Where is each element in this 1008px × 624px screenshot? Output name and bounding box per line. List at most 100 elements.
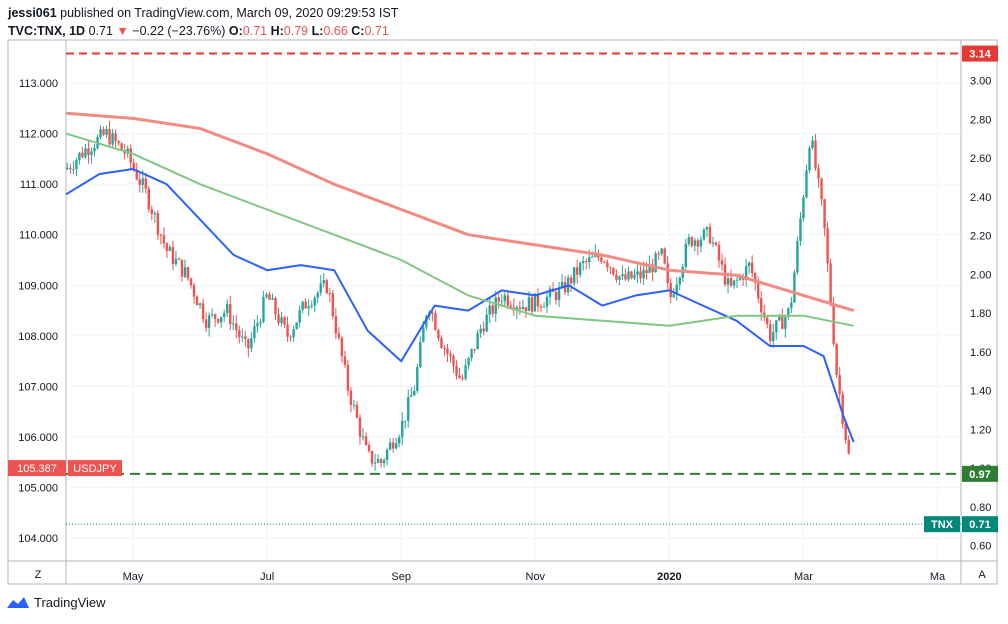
- candle-body: [370, 450, 374, 464]
- high-label: H:: [270, 24, 284, 38]
- candle-body: [666, 263, 669, 284]
- candle-body: [841, 394, 844, 424]
- candle-body: [93, 147, 96, 152]
- candle-body: [464, 365, 467, 379]
- candle-body: [518, 307, 522, 310]
- candle-body: [515, 307, 519, 311]
- candle-body: [702, 229, 706, 240]
- candle-body: [87, 148, 90, 155]
- candle-body: [509, 305, 513, 308]
- symbol-line: TVC:TNX, 1D 0.71 ▼ −0.22 (−23.76%) O:0.7…: [8, 22, 398, 40]
- low-value: 0.66: [323, 24, 348, 38]
- candle-body: [99, 129, 102, 138]
- candle-body: [808, 147, 811, 171]
- candle-body: [431, 312, 434, 314]
- candle-body: [829, 263, 832, 305]
- candle-body: [298, 309, 301, 323]
- candle-body: [413, 390, 416, 396]
- candle-body: [796, 240, 799, 273]
- candle-body: [820, 178, 823, 200]
- candle-body: [259, 321, 262, 324]
- candle-body: [648, 264, 651, 273]
- candle-body: [66, 167, 69, 169]
- candle-body: [159, 234, 163, 236]
- candle-body: [195, 296, 199, 306]
- candle-body: [120, 143, 123, 150]
- price-chart[interactable]: 113.000 112.000 111.000 110.000 109.000 108.0…: [0, 0, 1008, 592]
- candle-body: [575, 267, 579, 275]
- down-arrow-icon: ▼: [116, 24, 129, 38]
- candle-body: [693, 240, 697, 246]
- candle-body: [582, 260, 585, 264]
- candle-body: [606, 262, 609, 268]
- candle-body: [600, 257, 603, 262]
- candle-body: [585, 260, 588, 262]
- candle-body: [117, 141, 120, 144]
- candle-body: [455, 365, 458, 376]
- candle-body: [385, 449, 389, 461]
- candle-body: [382, 460, 386, 464]
- candle-body: [241, 336, 244, 338]
- right-tick-label: 2.60: [970, 153, 991, 165]
- high-value: 0.79: [283, 24, 309, 38]
- candle-body: [229, 304, 232, 325]
- candle-body: [144, 178, 147, 189]
- author-name[interactable]: jessi061: [8, 6, 57, 20]
- candle-body: [81, 152, 84, 158]
- candle-body: [458, 375, 461, 379]
- candle-body: [343, 356, 347, 365]
- right-tick-label: 1.80: [970, 308, 991, 320]
- close-label: C:: [351, 24, 365, 38]
- candle-body: [135, 169, 138, 180]
- candle-body: [784, 317, 787, 329]
- candle-body: [232, 323, 235, 325]
- candle-body: [138, 179, 141, 185]
- candle-body: [633, 274, 636, 279]
- zoom-button: Z: [35, 569, 42, 581]
- candle-body: [503, 295, 506, 302]
- candle-body: [72, 169, 75, 171]
- candle-body: [654, 253, 657, 273]
- left-tick-label: 113.000: [19, 78, 58, 90]
- open-value: 0.71: [242, 24, 268, 38]
- candle-body: [407, 396, 410, 421]
- right-tick-label: 1.60: [970, 347, 991, 359]
- candle-body: [84, 148, 87, 158]
- left-tick-label: 107.000: [18, 381, 58, 393]
- level-label: 3.14: [969, 49, 991, 61]
- brand-name[interactable]: TradingView: [34, 595, 106, 610]
- candle-body: [572, 267, 576, 284]
- candle-body: [189, 278, 193, 286]
- candle-body: [660, 248, 663, 254]
- candle-body: [226, 304, 229, 314]
- open-label: O:: [228, 24, 243, 38]
- right-tick-label: 0.80: [970, 502, 991, 514]
- candle-body: [310, 305, 313, 307]
- candle-body: [624, 274, 627, 280]
- candle-body: [401, 420, 404, 438]
- candle-body: [699, 239, 703, 247]
- candle-body: [588, 257, 591, 262]
- candle-body: [778, 315, 781, 321]
- candle-body: [262, 296, 265, 322]
- candle-body: [738, 276, 742, 280]
- candle-body: [612, 267, 615, 275]
- candle-body: [367, 444, 371, 451]
- candle-body: [358, 417, 362, 437]
- candle-body: [316, 292, 319, 298]
- candle-body: [247, 339, 250, 349]
- chart-frame: [7, 39, 998, 585]
- candle-body: [675, 284, 678, 295]
- candle-body: [672, 294, 675, 297]
- candle-body: [364, 436, 368, 445]
- candle-body: [530, 297, 534, 312]
- candle-body: [289, 336, 292, 338]
- candle-body: [781, 315, 784, 329]
- candle-body: [129, 148, 132, 163]
- candle-body: [506, 295, 510, 306]
- symbol-label: TVC:TNX, 1D: [8, 24, 86, 38]
- candle-body: [449, 353, 452, 357]
- tnx-badge: [924, 516, 960, 533]
- candle-body: [747, 262, 751, 267]
- publish-line: jessi061 published on TradingView.com, M…: [8, 4, 398, 22]
